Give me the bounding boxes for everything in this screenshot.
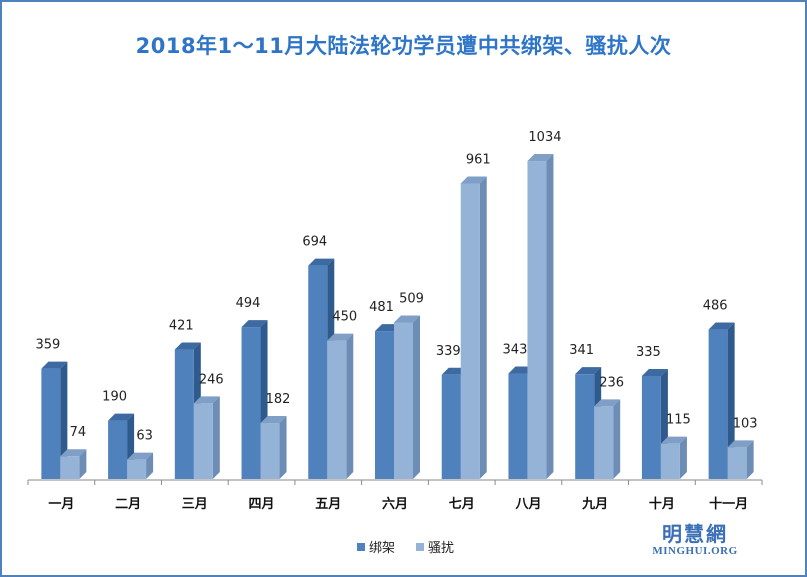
x-tick-label: 二月 <box>115 497 141 512</box>
data-label: 359 <box>35 338 60 353</box>
data-label: 335 <box>636 345 661 360</box>
x-tick-label: 九月 <box>581 497 608 512</box>
bar-series1 <box>441 374 461 479</box>
x-tick-label: 六月 <box>382 496 408 512</box>
data-label: 339 <box>436 344 461 359</box>
bar-top-face <box>527 154 554 162</box>
data-label: 486 <box>703 299 728 314</box>
data-label: 115 <box>666 413 691 428</box>
bar-top-face <box>174 342 201 350</box>
bar-top-face <box>241 320 268 328</box>
bar-series2 <box>394 322 413 479</box>
bar-top-face <box>460 176 487 184</box>
x-tick-label: 八月 <box>514 497 541 512</box>
bar-side-face <box>679 436 687 479</box>
bar-series2 <box>193 403 213 479</box>
bar-series1 <box>174 349 194 479</box>
data-label: 481 <box>369 300 394 315</box>
bar-series2 <box>127 459 147 479</box>
bar-side-face <box>279 416 287 479</box>
bar-top-face <box>727 440 754 448</box>
bar-series1 <box>575 374 595 479</box>
bar-series2 <box>60 456 80 479</box>
bar-series2 <box>594 406 614 479</box>
x-tick-label: 三月 <box>182 497 208 512</box>
logo-text-cn: 明慧網 <box>662 522 728 546</box>
legend-swatch <box>416 543 424 551</box>
bar-top-face <box>127 452 154 460</box>
legend-swatch <box>357 543 365 551</box>
bar-series1 <box>241 327 261 479</box>
data-label: 421 <box>169 319 194 334</box>
bar-top-face <box>641 368 668 376</box>
bar-top-face <box>308 258 335 266</box>
bar-side-face <box>546 154 554 480</box>
bar-side-face <box>479 176 487 479</box>
bar-side-face <box>413 315 420 479</box>
chart-title: 2018年1～11月大陆法轮功学员遭中共绑架、骚扰人次 <box>135 34 672 58</box>
bar-series1 <box>108 420 128 479</box>
data-label: 961 <box>466 152 491 167</box>
bar-side-face <box>346 333 354 479</box>
data-label: 341 <box>569 343 594 358</box>
data-label: 246 <box>199 372 224 387</box>
data-label: 694 <box>302 235 327 250</box>
minghui-logo: 明慧網 MINGHUI.ORG <box>640 523 750 558</box>
data-label: 103 <box>733 416 758 431</box>
bar-top-face <box>260 416 287 424</box>
bar-top-face <box>394 315 420 323</box>
bar-series1 <box>41 368 61 479</box>
data-label: 494 <box>236 296 261 311</box>
bar-series1 <box>641 375 661 479</box>
bar-series2 <box>460 183 480 479</box>
bar-side-face <box>212 396 220 479</box>
bar-side-face <box>60 361 68 479</box>
x-tick-label: 四月 <box>249 497 275 512</box>
bar-side-face <box>727 322 735 479</box>
logo-text-en: MINGHUI.ORG <box>652 545 738 557</box>
bar-series2 <box>327 340 347 479</box>
bar-top-face <box>108 413 135 421</box>
bar-series2 <box>660 443 680 479</box>
bar-side-face <box>746 440 754 479</box>
x-tick-label: 五月 <box>315 497 341 512</box>
bar-series1 <box>375 331 394 479</box>
bar-top-face <box>660 436 687 444</box>
bar-top-face <box>193 396 220 404</box>
data-label: 63 <box>136 429 153 444</box>
bar-series1 <box>708 329 728 479</box>
data-label: 236 <box>599 375 624 390</box>
data-label: 182 <box>266 392 291 407</box>
data-label: 1034 <box>528 130 561 145</box>
bar-top-face <box>41 361 68 369</box>
data-label: 509 <box>399 291 424 306</box>
legend-label: 骚扰 <box>428 541 454 556</box>
bar-top-face <box>327 333 354 341</box>
data-label: 450 <box>332 310 357 325</box>
x-tick-label: 一月 <box>48 497 74 512</box>
bar-series1 <box>308 265 328 479</box>
bar-series2 <box>527 161 547 480</box>
data-label: 343 <box>503 343 528 358</box>
bar-series1 <box>508 373 528 479</box>
bar-top-face <box>60 449 87 457</box>
x-tick-label: 十月 <box>649 496 675 512</box>
data-label: 74 <box>70 425 87 440</box>
bar-series2 <box>260 423 280 479</box>
bar-series2 <box>727 447 747 479</box>
x-tick-label: 七月 <box>449 497 475 512</box>
x-tick-label: 十一月 <box>709 496 748 512</box>
bar-top-face <box>594 399 621 407</box>
bar-side-face <box>79 449 87 479</box>
bar-top-face <box>708 322 735 330</box>
data-label: 190 <box>102 390 127 405</box>
bar-top-face <box>575 367 602 375</box>
bar-side-face <box>613 399 621 479</box>
bar-side-face <box>146 452 154 479</box>
legend-label: 绑架 <box>369 541 395 556</box>
